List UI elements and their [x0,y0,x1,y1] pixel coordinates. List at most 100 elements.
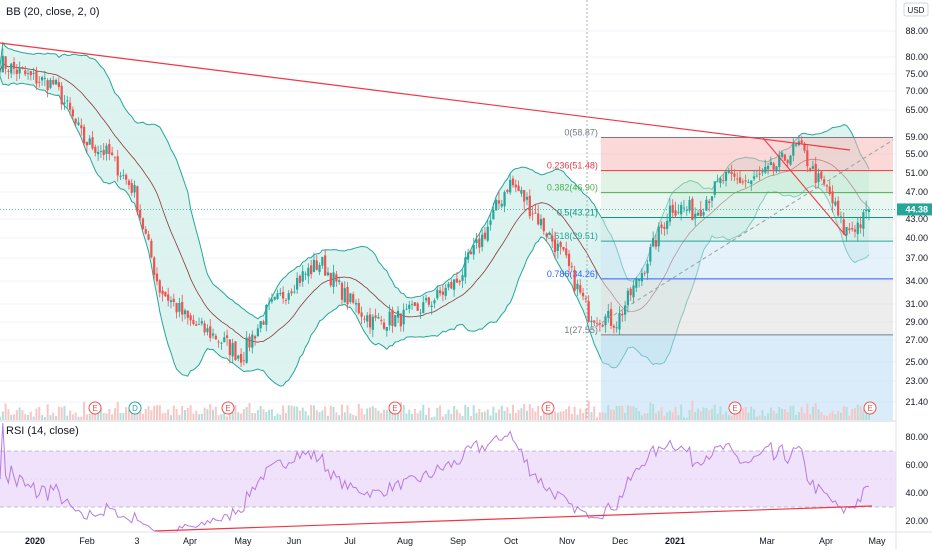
candle-body [268,302,271,304]
rsi-pane[interactable] [0,420,932,533]
candle-body [820,171,823,179]
volume-bar [525,410,528,420]
candle-body [671,204,674,213]
candle-body [251,334,254,348]
volume-bar [624,412,627,420]
volume-bar [584,408,587,420]
candle-body [705,199,708,211]
candle-body [708,201,711,204]
volume-bar [108,408,111,420]
candle-body [469,251,473,255]
candle-body [738,177,742,183]
candle-body [486,226,489,241]
volume-bar [318,412,321,420]
volume-bar [385,410,388,420]
volume-bar [556,412,559,420]
candle-body [825,185,829,187]
volume-bar [411,413,414,420]
candle-body [382,322,386,329]
volume-bar [251,412,254,420]
candle-body [851,228,854,230]
volume-bar [618,405,621,420]
candle-body [845,226,848,236]
volume-bar [198,414,201,420]
candle-body [747,182,750,183]
candle-body [483,232,487,239]
candle-body [817,173,820,183]
candle-body [94,146,97,153]
event-marker-label: D [132,404,138,413]
price-tick-label: 25.00 [905,357,928,367]
candle-body [301,271,304,282]
volume-bar [472,405,475,420]
volume-bar [778,406,781,420]
candle-body [371,316,374,330]
earnings-marker [88,401,102,415]
candle-body [621,313,624,316]
volume-bar [747,412,750,420]
volume-bar [10,414,13,420]
candle-body [724,171,728,181]
volume-bar [523,403,526,420]
candle-body [814,163,817,183]
fib-zone [600,137,893,171]
candle-body [503,192,506,207]
candle-body [828,186,831,195]
volume-bar [716,413,719,420]
candle-body [741,181,744,183]
candle-body [68,102,72,110]
event-marker-label: E [867,404,872,413]
volume-bar [352,414,355,420]
fib-label: 0.236(51.48) [547,161,598,171]
volume-bar [340,404,343,420]
volume-bar [834,413,837,420]
candle-body [666,220,669,229]
candle-body [183,310,187,315]
volume-bar [635,407,638,420]
candle-body [809,168,812,171]
candle-body [147,234,150,240]
volume-bar [284,413,287,420]
bb-legend[interactable]: BB (20, close, 2, 0) [6,6,100,18]
volume-bar [775,413,778,420]
candle-body [638,279,641,281]
candle-body [517,185,520,192]
volume-bar [18,407,21,420]
volume-bar [823,415,826,420]
volume-bar [851,408,854,420]
candle-body [7,70,10,72]
candle-body [318,264,321,273]
volume-bar [265,411,268,420]
volume-bar [383,409,386,420]
volume-bar [4,403,7,420]
candle-body [632,285,635,298]
volume-bar [842,406,845,420]
fib-label: 1(27.55) [564,325,598,335]
candle-body [604,316,607,326]
candle-body [567,253,571,266]
volume-bar [231,405,234,420]
volume-bar [189,405,192,420]
candle-body [433,300,436,304]
candle-body [612,325,615,328]
rsi-legend[interactable]: RSI (14, close) [6,425,79,437]
price-tick-label: 23.00 [905,376,928,386]
volume-bar [195,410,198,420]
candle-body [211,333,215,336]
candle-body [273,296,276,300]
candle-body [296,277,299,290]
candle-body [161,290,164,295]
candle-body [573,269,576,291]
candle-body [736,178,739,180]
candle-body [775,166,778,172]
volume-bar [425,414,428,420]
candle-body [82,126,86,144]
volume-bar [455,409,458,420]
candle-body [21,67,24,70]
candle-body [113,156,117,158]
volume-bar [604,412,607,420]
volume-bar [186,408,189,420]
candle-body [245,337,248,363]
